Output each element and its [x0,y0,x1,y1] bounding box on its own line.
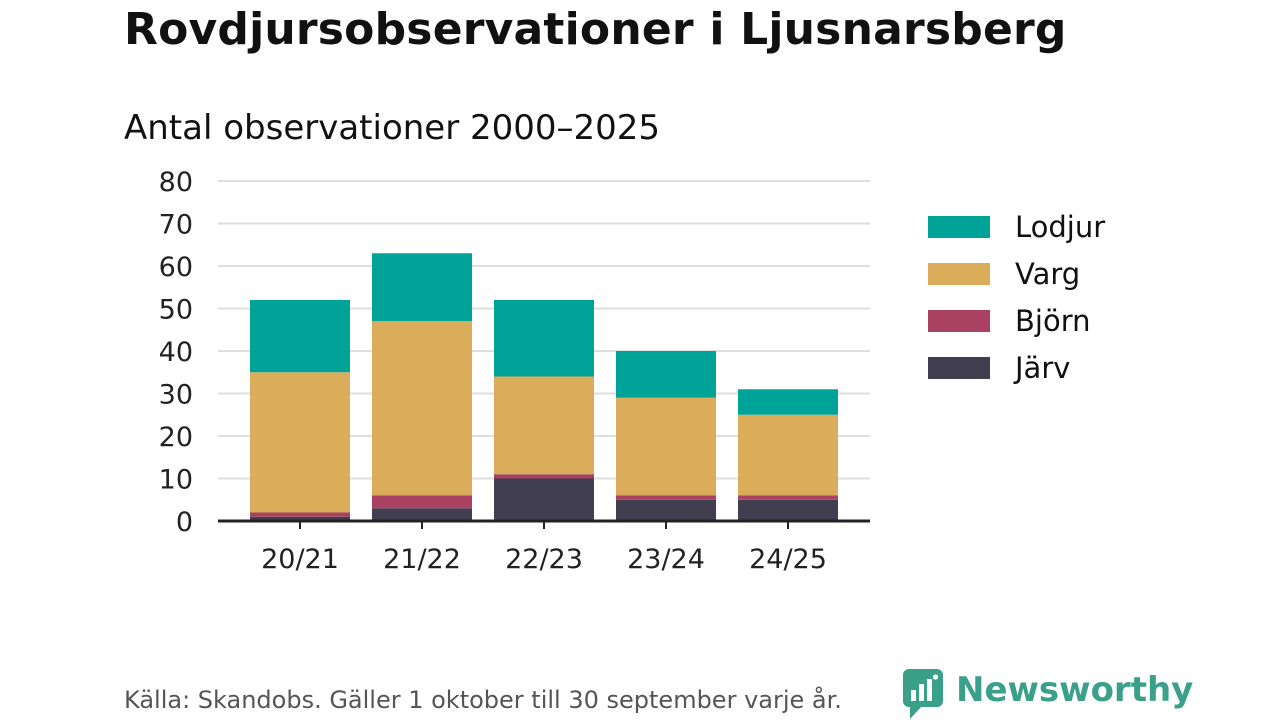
brand-logo: Newsworthy [902,668,1193,720]
legend-swatch-järv [928,357,990,379]
bar-segment-björn-21-22 [372,495,472,509]
bar-segment-varg-20-21 [250,372,350,513]
bar-segment-lodjur-22-23 [494,300,594,377]
y-tick-label: 10 [159,465,193,496]
bar-segment-varg-24-25 [738,414,838,496]
bar-segment-järv-20-21 [250,516,350,521]
bar-segment-järv-23-24 [616,499,716,521]
source-note: Källa: Skandobs. Gäller 1 oktober till 3… [124,686,842,714]
chart-title: Rovdjursobservationer i Ljusnarsberg [124,4,1067,55]
x-tick-label: 24/25 [749,544,827,575]
bar-segment-varg-21-22 [372,321,472,496]
x-axis-ticks: 20/21 21/22 22/23 23/24 24/25 [261,521,827,575]
legend-label-varg: Varg [1015,257,1080,291]
bar-segment-lodjur-24-25 [738,389,838,415]
x-tick-label: 22/23 [505,544,583,575]
y-tick-label: 80 [159,167,193,198]
bar-segment-lodjur-21-22 [372,253,472,322]
legend: Lodjur Varg Björn Järv [928,210,1105,385]
y-tick-label: 50 [159,295,193,326]
legend-label-lodjur: Lodjur [1015,210,1105,244]
chart-subtitle: Antal observationer 2000–2025 [124,108,661,148]
bars [250,253,838,521]
y-tick-label: 30 [159,380,193,411]
y-tick-label: 70 [159,210,193,241]
bar-segment-järv-24-25 [738,499,838,521]
bar-segment-björn-20-21 [250,512,350,517]
legend-swatch-lodjur [928,216,990,238]
brand-name: Newsworthy [956,670,1194,710]
bar-segment-järv-22-23 [494,478,594,521]
bar-segment-lodjur-23-24 [616,351,716,398]
y-tick-label: 40 [159,337,193,368]
legend-label-järv: Järv [1013,351,1070,385]
bar-segment-varg-22-23 [494,376,594,475]
x-tick-label: 21/22 [383,544,461,575]
bar-segment-järv-21-22 [372,508,472,521]
x-tick-label: 20/21 [261,544,339,575]
y-tick-label: 0 [176,507,193,538]
y-tick-label: 60 [159,252,193,283]
legend-swatch-varg [928,263,990,285]
bar-segment-björn-22-23 [494,474,594,479]
bar-segment-lodjur-20-21 [250,300,350,373]
x-tick-label: 23/24 [627,544,705,575]
bar-segment-björn-24-25 [738,495,838,500]
bar-segment-björn-23-24 [616,495,716,500]
y-tick-label: 20 [159,422,193,453]
bar-segment-varg-23-24 [616,397,716,496]
legend-swatch-björn [928,310,990,332]
newsworthy-logo-icon [903,669,943,719]
y-axis-ticks: 0 10 20 30 40 50 60 70 80 [159,167,193,538]
legend-label-björn: Björn [1015,304,1091,338]
